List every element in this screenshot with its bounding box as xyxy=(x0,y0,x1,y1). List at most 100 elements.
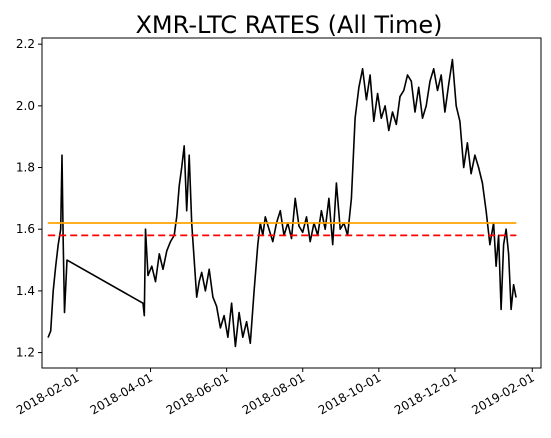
series-0-point xyxy=(403,89,405,91)
series-0-point xyxy=(242,336,244,338)
series-0-point xyxy=(61,154,63,156)
series-0-point xyxy=(186,210,188,212)
series-0-point xyxy=(373,120,375,122)
series-0-point xyxy=(63,311,66,314)
series-0-point xyxy=(253,290,255,292)
series-line-0 xyxy=(47,58,517,348)
y-tick-label: 1.4 xyxy=(16,284,35,298)
series-0-point xyxy=(388,129,390,132)
series-0-point xyxy=(227,336,229,338)
series-0-point xyxy=(196,296,198,298)
chart-title: XMR-LTC RATES (All Time) xyxy=(135,11,442,39)
series-0-point xyxy=(513,284,515,286)
series-0-point xyxy=(151,265,153,267)
series-0-point xyxy=(231,302,233,304)
series-0-point xyxy=(328,197,330,199)
series-0-point xyxy=(142,302,144,304)
series-0-point xyxy=(485,210,487,212)
series-0-point xyxy=(380,117,382,119)
series-0-point xyxy=(498,234,500,236)
series-0-point xyxy=(47,336,49,338)
series-0-point xyxy=(143,315,145,317)
series-0-point xyxy=(144,228,147,230)
series-0-point xyxy=(444,111,446,113)
y-tick-label: 1.6 xyxy=(16,222,35,236)
series-0-point xyxy=(60,228,62,230)
series-0-point xyxy=(429,80,431,82)
series-0-point xyxy=(481,182,483,184)
series-0-point xyxy=(339,228,341,230)
series-0-point xyxy=(183,145,185,147)
series-0-point xyxy=(257,244,259,246)
series-0-point xyxy=(246,321,248,323)
series-0-point xyxy=(410,80,412,82)
series-0-point xyxy=(66,259,68,261)
series-0-point xyxy=(309,241,311,243)
series-0-point xyxy=(433,68,435,70)
series-0-point xyxy=(223,315,225,317)
series-1-point xyxy=(515,222,517,224)
series-0-point xyxy=(147,274,149,277)
plot-frame xyxy=(41,37,542,369)
series-0-point xyxy=(201,271,203,273)
series-0-point xyxy=(463,166,465,169)
series-0-point xyxy=(264,216,266,218)
series-0-point xyxy=(50,330,52,332)
series-1-point xyxy=(47,222,49,224)
series-0-point xyxy=(470,173,472,175)
series-0-point xyxy=(399,96,401,98)
series-0-point xyxy=(208,268,210,270)
series-0-point xyxy=(294,197,296,199)
x-tick-label: 2018-12-01 xyxy=(392,370,459,417)
x-tick-label: 2018-04-01 xyxy=(88,370,155,417)
series-0-point xyxy=(52,290,54,292)
series-0-point xyxy=(219,327,221,329)
series-0-point xyxy=(272,241,274,243)
series-0-point xyxy=(503,244,505,246)
series-0-point xyxy=(204,290,206,292)
series-0-point xyxy=(358,86,360,88)
series-0-point xyxy=(188,154,190,156)
series-0-point xyxy=(489,244,491,246)
y-tick-label: 1.8 xyxy=(16,161,35,175)
series-0-point xyxy=(332,244,334,246)
series-0-point xyxy=(418,86,420,88)
series-0-point xyxy=(62,241,64,243)
series-0-point xyxy=(57,244,59,246)
series-0-point xyxy=(162,268,164,270)
series-0-point xyxy=(302,231,304,233)
x-tick-label: 2018-10-01 xyxy=(316,370,383,417)
series-0-point xyxy=(249,342,251,344)
x-tick-label: 2018-02-01 xyxy=(14,370,81,417)
series-0-point xyxy=(324,228,326,230)
series-0-point xyxy=(290,237,293,240)
series-0-point xyxy=(176,216,178,218)
series-0-point xyxy=(234,345,236,347)
series-0-point xyxy=(425,105,427,107)
series-0-point xyxy=(406,74,409,76)
series-0-point xyxy=(421,117,424,119)
series-0-point xyxy=(354,117,356,119)
series-0-point xyxy=(451,59,453,61)
x-tick-label: 2019-02-01 xyxy=(469,370,536,417)
series-0-point xyxy=(362,68,364,70)
series-0-point xyxy=(238,311,240,314)
series-0-point xyxy=(320,210,322,212)
series-0-point xyxy=(298,225,300,227)
series-0-point xyxy=(279,210,281,212)
series-0-point xyxy=(169,241,172,243)
series-0-point xyxy=(350,197,352,199)
series-0-point xyxy=(166,250,168,252)
series-layer xyxy=(47,58,517,348)
series-0-point xyxy=(178,185,180,187)
series-0-point xyxy=(478,166,480,169)
y-tick-label: 2.0 xyxy=(16,99,35,113)
series-0-point xyxy=(391,111,394,113)
x-tick-label: 2018-06-01 xyxy=(164,370,231,417)
series-0-point xyxy=(414,111,416,113)
series-0-point xyxy=(216,305,218,307)
series-0-point xyxy=(515,296,517,298)
series-0-point xyxy=(305,216,308,218)
